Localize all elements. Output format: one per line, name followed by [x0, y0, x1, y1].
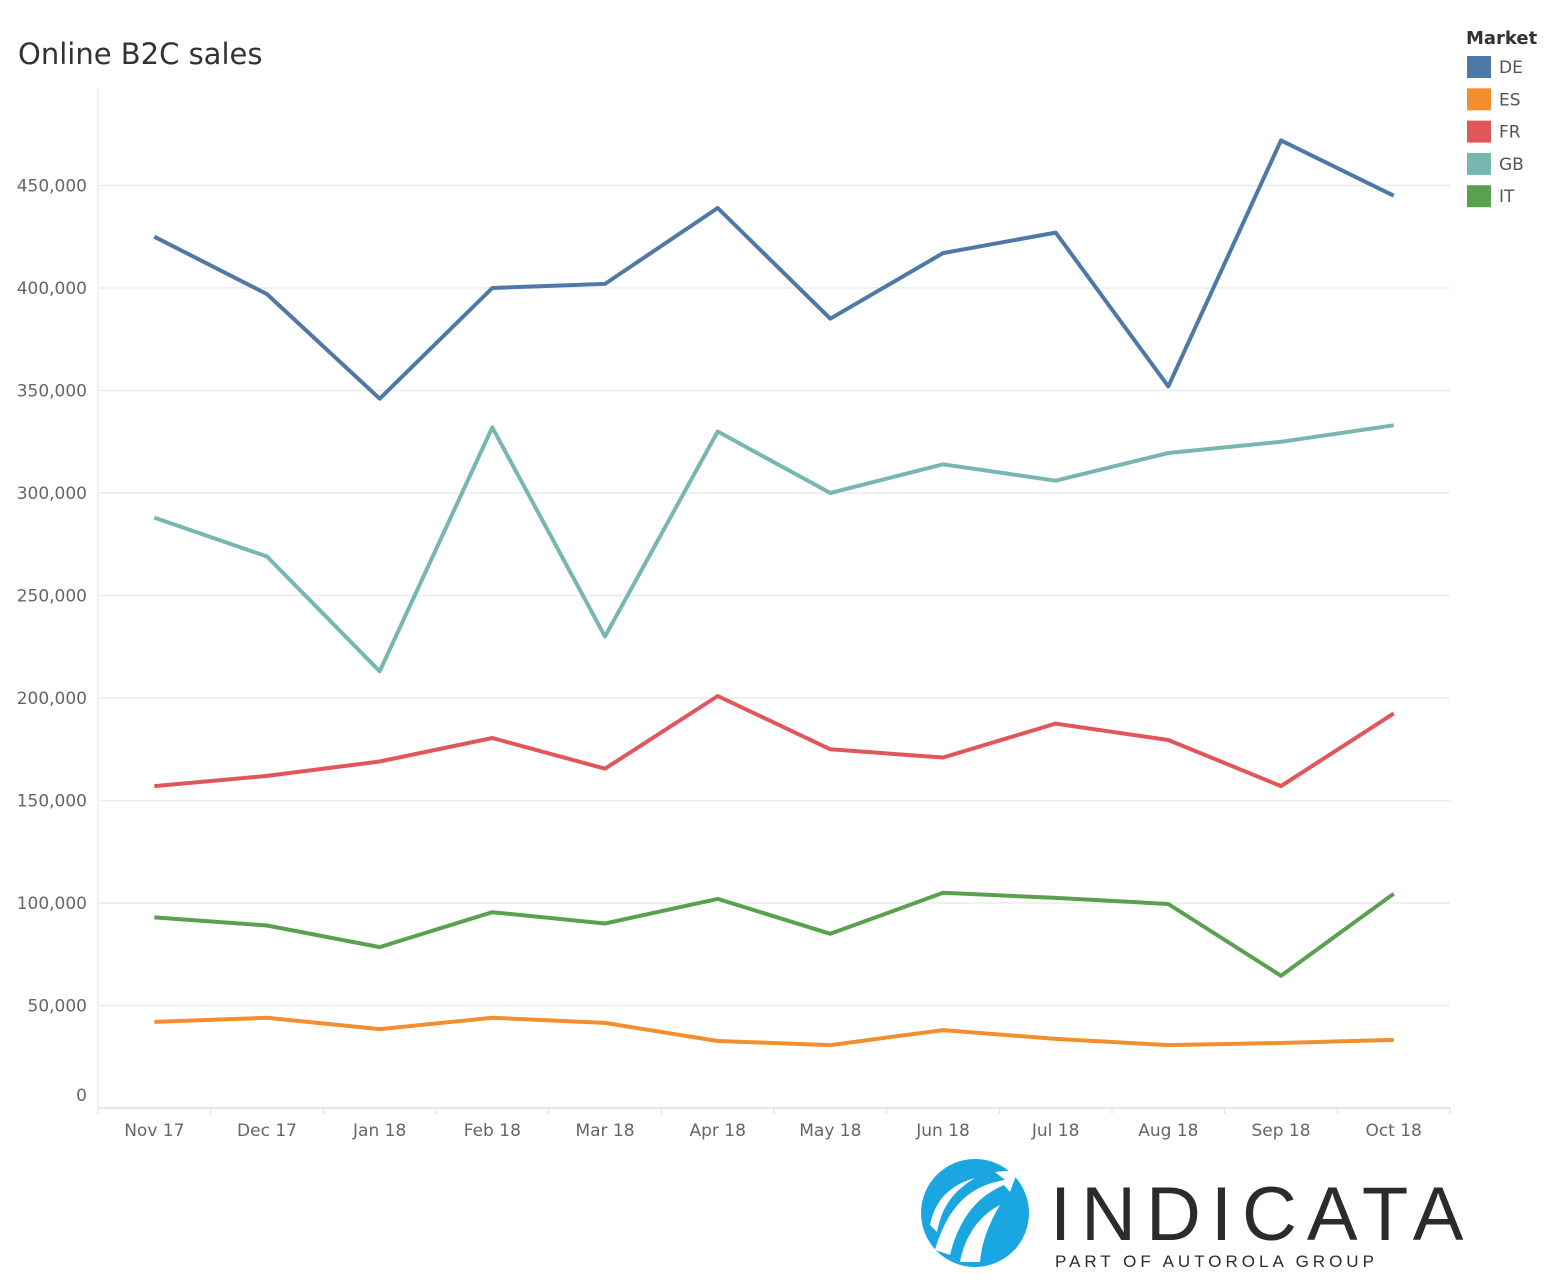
legend-swatch-de: [1467, 56, 1491, 78]
y-tick-label: 50,000: [28, 997, 87, 1017]
series-line-es: [154, 1015, 1394, 1048]
y-tick-label: 100,000: [17, 894, 87, 914]
legend: Market DE ES FR GB IT: [1466, 28, 1538, 208]
legend-label-es: ES: [1499, 90, 1521, 110]
series-line-fr: [154, 694, 1395, 789]
y-tick-label: 150,000: [17, 792, 87, 812]
y-tick-label: 400,000: [17, 279, 87, 299]
y-tick-label: 300,000: [17, 484, 87, 504]
legend-label-de: DE: [1499, 58, 1523, 78]
x-axis: Nov 17 Dec 17 Jan 18 Feb 18 Mar 18 Apr 18 May …: [97, 1107, 1451, 1141]
legend-swatch-gb: [1467, 152, 1491, 175]
x-tick-label: Apr 18: [689, 1121, 745, 1141]
x-tick-label: Jul 18: [1031, 1121, 1080, 1141]
x-tick-label: Feb 18: [464, 1121, 521, 1141]
logo-wordmark: INDICATA: [1050, 1172, 1473, 1257]
series-line-de: [153, 138, 1395, 401]
series-line-it: [154, 890, 1395, 978]
x-tick-label: Dec 17: [237, 1121, 297, 1141]
chart-title: Online B2C sales: [18, 37, 262, 71]
gridlines: [97, 88, 1450, 1108]
series-lines: [153, 138, 1395, 1048]
x-tick-label: May 18: [799, 1121, 861, 1141]
indicata-logo: INDICATA PART OF AUTOROLA GROUP: [921, 1159, 1473, 1271]
x-tick-label: Jan 18: [352, 1121, 406, 1141]
series-line-gb: [153, 423, 1394, 674]
logo-tagline: PART OF AUTOROLA GROUP: [1055, 1252, 1378, 1271]
x-tick-label: Jun 18: [915, 1121, 970, 1141]
legend-title: Market: [1466, 28, 1538, 49]
x-tick-label: Aug 18: [1138, 1121, 1198, 1141]
y-tick-label: 200,000: [17, 689, 87, 709]
legend-swatch-es: [1467, 88, 1491, 111]
y-axis: 0 50,000 100,000 150,000 200,000 250,000 300,0…: [17, 177, 87, 1107]
x-tick-label: Nov 17: [124, 1121, 184, 1141]
logo-arrow-icon: [935, 1170, 1018, 1255]
legend-label-gb: GB: [1499, 155, 1524, 175]
legend-swatch-it: [1467, 185, 1491, 208]
y-tick-label: 450,000: [17, 177, 87, 197]
legend-label-it: IT: [1499, 187, 1515, 207]
legend-swatch-fr: [1467, 120, 1491, 143]
y-tick-label: 350,000: [17, 382, 87, 402]
x-tick-label: Oct 18: [1365, 1121, 1421, 1141]
y-tick-label: 0: [76, 1086, 87, 1106]
x-tick-label: Mar 18: [575, 1121, 634, 1141]
legend-label-fr: FR: [1499, 123, 1521, 143]
y-tick-label: 250,000: [17, 587, 87, 607]
x-tick-label: Sep 18: [1251, 1121, 1310, 1141]
